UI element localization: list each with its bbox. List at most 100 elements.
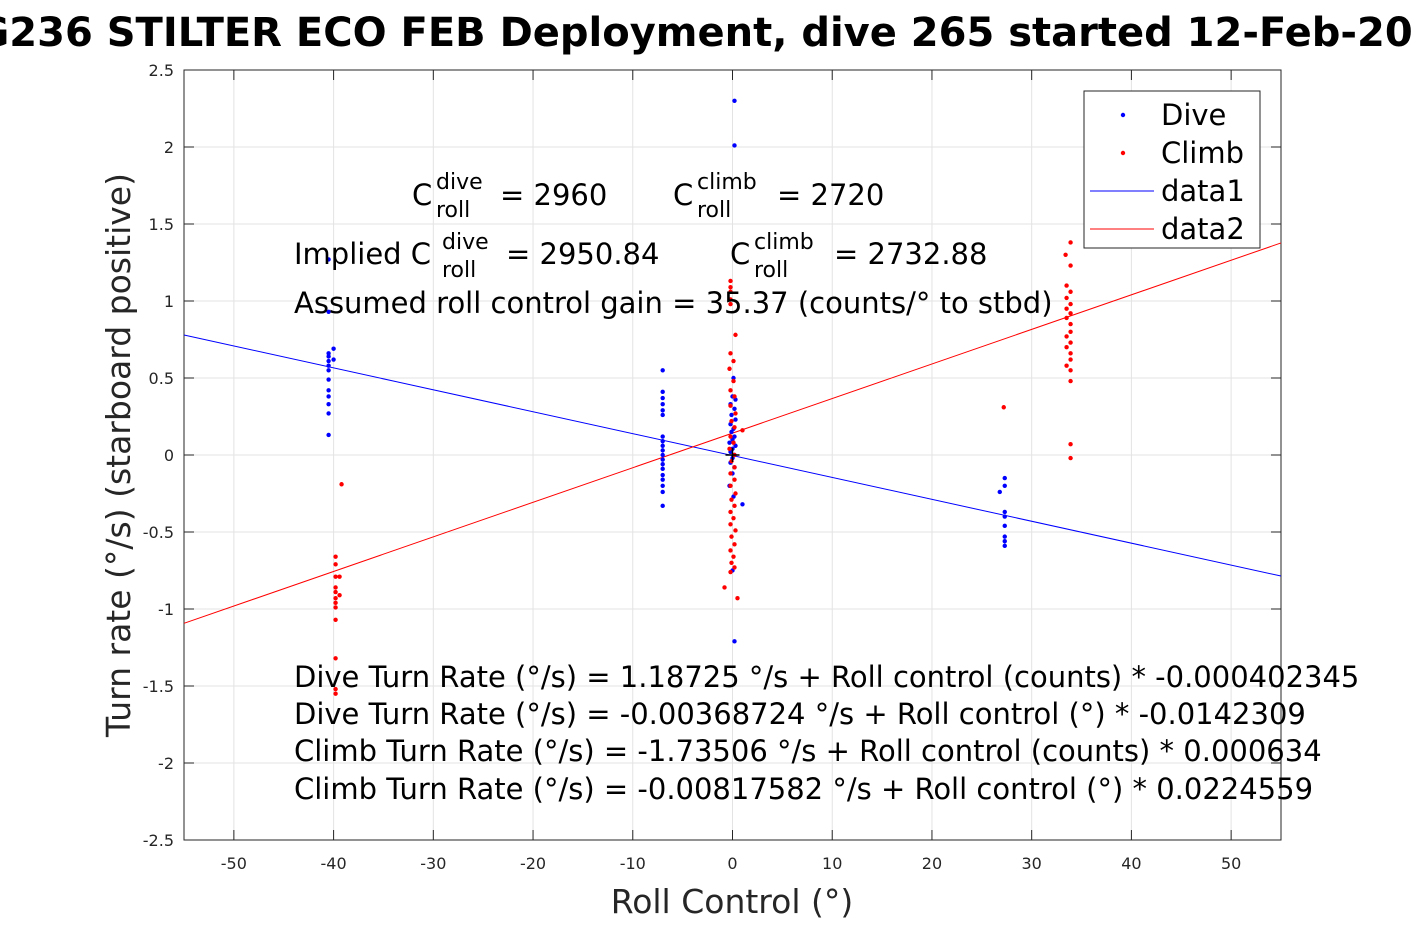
climb-point <box>1063 252 1068 257</box>
dive-point <box>326 354 331 359</box>
climb-point <box>728 278 733 284</box>
dive-point <box>740 502 745 507</box>
climb-point <box>728 471 733 476</box>
y-tick-label: -1.5 <box>143 677 174 696</box>
y-tick-label: -1 <box>158 600 174 619</box>
dive-point <box>660 472 665 478</box>
dive-point <box>1002 539 1007 544</box>
climb-point <box>728 388 733 393</box>
climb-point <box>1064 306 1069 311</box>
y-tick-label: -2.5 <box>143 831 174 850</box>
climb-point <box>1068 378 1073 384</box>
climb-point <box>1068 329 1073 334</box>
climb-point <box>740 428 745 433</box>
climb-point <box>733 528 738 533</box>
climb-point <box>1068 455 1073 461</box>
dive-point <box>326 358 331 364</box>
climb-point <box>731 358 736 364</box>
legend-label: Climb <box>1161 136 1244 170</box>
x-tick-label: -40 <box>321 854 347 873</box>
climb-point <box>727 366 732 371</box>
legend-label: Dive <box>1161 98 1226 132</box>
legend-swatch-climb <box>1120 150 1126 156</box>
dive-point <box>732 639 737 644</box>
climb-point <box>733 491 738 496</box>
origin-markers <box>725 448 740 462</box>
dive-point <box>660 477 665 482</box>
implied-prefix: Implied C <box>294 237 431 271</box>
climb-point <box>728 569 733 575</box>
climb-point <box>729 418 734 424</box>
implied-dive-value: = 2950.84 <box>506 237 659 271</box>
climb-point <box>333 562 338 567</box>
implied-dive-annotation: Implied C dive roll = 2950.84 <box>294 230 659 283</box>
dive-point <box>326 351 331 356</box>
dive-point <box>660 412 665 418</box>
climb-point <box>732 503 737 509</box>
y-tick-label: -2 <box>158 754 174 773</box>
climb-point <box>333 617 338 622</box>
c-roll-climb-annotation: C climb roll = 2720 <box>673 170 884 223</box>
legend: Dive Climb data1 data2 <box>1083 90 1261 249</box>
dive-point <box>727 440 732 445</box>
x-tick-label: -10 <box>620 854 646 873</box>
y-tick-label: 1.5 <box>149 215 174 234</box>
x-axis-label: Roll Control (°) <box>611 882 854 921</box>
climb-point <box>728 351 733 356</box>
dive-point <box>326 411 331 416</box>
superscript-dive: dive <box>436 170 483 195</box>
climb-point <box>1068 289 1073 294</box>
c-symbol: C <box>730 237 750 271</box>
x-axis: -50 -40 -30 -20 -10 0 10 20 30 40 50 <box>221 70 1241 873</box>
dive-point <box>1002 483 1007 488</box>
dive-point <box>660 401 665 407</box>
climb-point <box>728 301 733 307</box>
dive-point <box>729 429 734 435</box>
dive-point <box>729 412 734 418</box>
subscript-roll: roll <box>697 198 731 223</box>
climb-point <box>333 605 338 610</box>
x-tick-label: -30 <box>420 854 446 873</box>
c-roll-dive-annotation: C dive roll = 2960 <box>412 170 607 223</box>
x-tick-label: 20 <box>922 854 942 873</box>
climb-point <box>735 596 740 601</box>
climb-point <box>1068 340 1073 345</box>
dive-point <box>1002 534 1007 539</box>
eq-climb-degrees: Climb Turn Rate (°/s) = -0.00817582 °/s … <box>294 772 1313 806</box>
y-axis: -2.5 -2 -1.5 -1 -0.5 0 0.5 1 1.5 2 2.5 <box>143 61 1281 850</box>
dive-point <box>331 357 336 362</box>
climb-point <box>731 554 736 559</box>
climb-point <box>1068 311 1073 316</box>
climb-point <box>728 509 733 515</box>
y-tick-label: 2.5 <box>149 61 174 80</box>
climb-point <box>1001 405 1006 410</box>
climb-point <box>732 425 737 430</box>
climb-point <box>1068 263 1073 268</box>
climb-point <box>728 284 733 290</box>
climb-point <box>732 394 737 399</box>
dive-point <box>732 143 737 148</box>
superscript-climb: climb <box>697 170 757 195</box>
climb-point <box>722 585 727 590</box>
c-climb-value: = 2720 <box>777 178 884 212</box>
climb-point <box>1064 295 1069 301</box>
dive-point <box>1002 514 1007 519</box>
climb-point <box>333 585 338 590</box>
climb-point <box>337 592 342 598</box>
y-tick-label: 0 <box>164 446 174 465</box>
dive-point <box>326 432 331 438</box>
superscript-climb: climb <box>754 230 814 255</box>
climb-point <box>727 446 732 452</box>
dive-point <box>660 395 665 401</box>
gain-annotation: Assumed roll control gain = 35.37 (count… <box>294 286 1053 320</box>
dive-point <box>1002 543 1007 549</box>
dive-point <box>660 457 665 462</box>
subscript-roll: roll <box>754 258 788 283</box>
legend-label: data1 <box>1161 174 1245 208</box>
superscript-dive: dive <box>442 230 489 255</box>
climb-point <box>1068 301 1073 307</box>
climb-point <box>1068 357 1073 362</box>
dive-point <box>660 408 665 413</box>
dive-point <box>326 394 331 399</box>
